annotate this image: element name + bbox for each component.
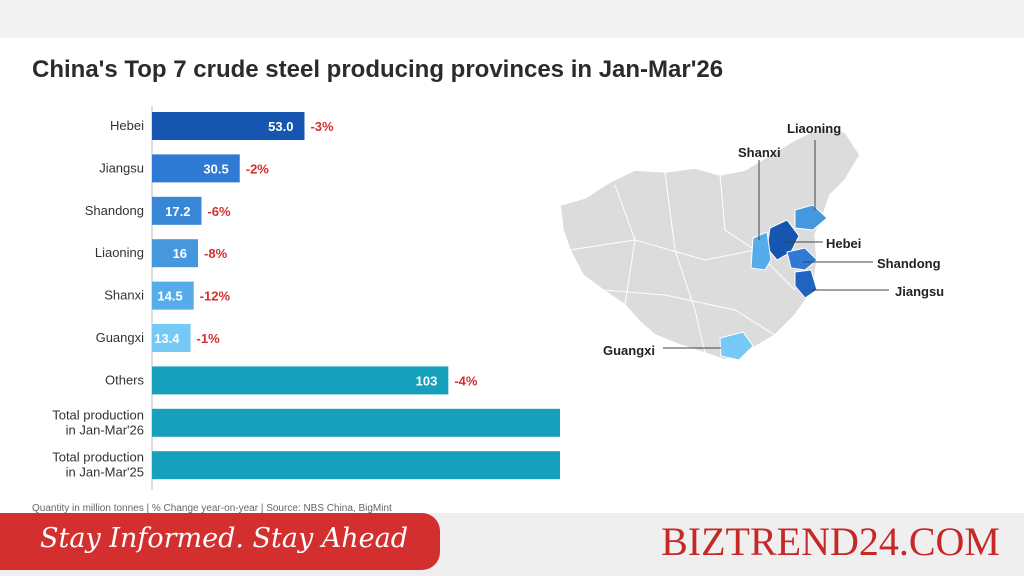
bar [152, 451, 560, 480]
source-note: Quantity in million tonnes | % Change ye… [32, 503, 392, 514]
chart-title: China's Top 7 crude steel producing prov… [32, 56, 724, 83]
value-label: 30.5 [203, 161, 228, 176]
value-label: 17.2 [165, 204, 190, 219]
bar-chart: Hebei 53.0 -3% Jiangsu 30.5 -2% Shandong 17.2 -6… [52, 106, 560, 490]
liaoning-region [794, 204, 828, 231]
bar [152, 154, 240, 183]
category-label: Total production [52, 450, 144, 465]
category-label: in Jan-Mar'26 [66, 422, 144, 437]
category-label: Shandong [85, 203, 144, 218]
value-label: 53.0 [268, 119, 293, 134]
value-label: 14.5 [157, 289, 182, 304]
map-label-guangxi: Guangxi [603, 343, 656, 358]
guangxi-region [719, 331, 754, 361]
map-label-shanxi: Shanxi [738, 145, 781, 160]
category-label: Shanxi [104, 288, 144, 303]
category-label: Guangxi [96, 330, 145, 345]
bar [152, 408, 560, 437]
tagline-text: Stay Informed. Stay Ahead [40, 523, 409, 554]
value-label: 103 [416, 373, 438, 388]
china-map [559, 127, 889, 361]
bar [152, 239, 199, 268]
change-label: -1% [197, 331, 221, 346]
shanxi-region [750, 231, 772, 271]
map-label-hebei: Hebei [826, 236, 862, 251]
china-map-outline [559, 127, 861, 361]
bar [152, 324, 191, 352]
change-label: -2% [246, 161, 270, 176]
bar [152, 112, 305, 140]
category-label: in Jan-Mar'25 [66, 465, 144, 480]
bar [152, 366, 449, 395]
shandong-region [786, 247, 818, 271]
value-label: 16 [173, 246, 187, 261]
change-label: -4% [454, 373, 478, 388]
change-label: -6% [207, 204, 231, 219]
category-label: Jiangsu [99, 160, 144, 175]
bar [152, 281, 194, 310]
bar [152, 196, 202, 225]
value-label: 13.4 [154, 331, 180, 346]
tagline-banner: Stay Informed. Stay Ahead [0, 513, 440, 570]
category-label: Others [105, 372, 145, 387]
change-label: -3% [310, 119, 334, 134]
category-label: Liaoning [95, 245, 144, 260]
map-label-shandong: Shandong [877, 256, 941, 271]
map-label-jiangsu: Jiangsu [895, 284, 945, 299]
change-label: -12% [200, 289, 231, 304]
jiangsu-region [794, 269, 818, 299]
category-label: Hebei [110, 118, 144, 133]
map-label-liaoning: Liaoning [787, 121, 842, 136]
brand-logo: BIZTREND24.COM [661, 519, 1000, 564]
change-label: -8% [204, 246, 228, 261]
category-label: Total production [52, 407, 144, 422]
